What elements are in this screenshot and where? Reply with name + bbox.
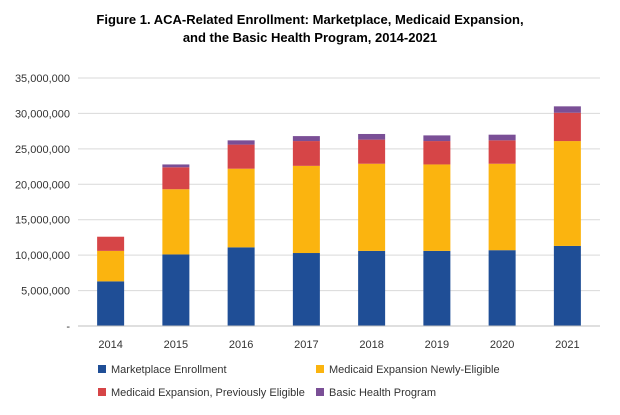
legend-label: Medicaid Expansion, Previously Eligible — [111, 387, 305, 399]
bar-segment — [358, 139, 386, 164]
bar-segment — [358, 163, 386, 251]
legend: Marketplace Enrollment Medicaid Expansion… — [98, 364, 500, 399]
x-tick-label: 2018 — [359, 339, 383, 351]
y-tick-label: 15,000,000 — [15, 215, 70, 227]
chart-title-line-2: and the Basic Health Program, 2014-2021 — [183, 30, 437, 45]
bar-segment — [227, 247, 255, 326]
bar-segment — [553, 106, 581, 113]
y-tick-label: 5,000,000 — [21, 286, 70, 298]
bar-segment — [423, 141, 451, 165]
bar-segment — [162, 167, 190, 190]
chart-title-line-1: Figure 1. ACA-Related Enrollment: Market… — [96, 12, 523, 27]
legend-label: Medicaid Expansion Newly-Eligible — [329, 364, 500, 376]
bar-segment — [227, 168, 255, 248]
legend-swatch — [316, 388, 324, 396]
y-tick-label: 10,000,000 — [15, 250, 70, 262]
bar-segment — [488, 250, 516, 326]
bar-segment — [423, 135, 451, 142]
bar-segment — [553, 141, 581, 246]
legend-swatch — [98, 388, 106, 396]
bar-segment — [292, 136, 320, 142]
x-axis-labels: 2014 2015 2016 2017 2018 2019 2020 2021 — [98, 339, 579, 351]
y-tick-label: 25,000,000 — [15, 144, 70, 156]
bar-segment — [488, 163, 516, 251]
y-axis-labels: - 5,000,000 10,000,000 15,000,000 20,000,000… — [15, 73, 70, 333]
y-tick-label: 35,000,000 — [15, 73, 70, 85]
x-tick-label: 2015 — [164, 339, 188, 351]
x-tick-label: 2020 — [490, 339, 514, 351]
legend-swatch — [98, 365, 106, 373]
x-tick-label: 2019 — [425, 339, 449, 351]
bar-segment — [97, 281, 125, 326]
bar-segment — [292, 253, 320, 326]
bar-segment — [227, 140, 255, 145]
bar-segment — [162, 254, 190, 326]
bar-segment — [292, 165, 320, 254]
bars — [97, 106, 581, 326]
x-tick-label: 2016 — [229, 339, 253, 351]
bar-segment — [358, 133, 386, 140]
legend-label: Basic Health Program — [329, 387, 436, 399]
bar-segment — [162, 189, 190, 255]
y-tick-label: 30,000,000 — [15, 108, 70, 120]
bar-segment — [292, 141, 320, 166]
bar-segment — [227, 144, 255, 169]
legend-swatch — [316, 365, 324, 373]
x-tick-label: 2014 — [98, 339, 122, 351]
bar-segment — [423, 164, 451, 251]
bar-segment — [553, 112, 581, 142]
y-tick-label: 20,000,000 — [15, 179, 70, 191]
bar-segment — [97, 250, 125, 282]
bar-segment — [488, 140, 516, 164]
x-tick-label: 2021 — [555, 339, 579, 351]
x-tick-label: 2017 — [294, 339, 318, 351]
bar-segment — [358, 250, 386, 326]
bar-segment — [97, 236, 125, 251]
bar-segment — [553, 245, 581, 326]
y-tick-label: - — [66, 321, 70, 333]
legend-label: Marketplace Enrollment — [111, 364, 227, 376]
bar-segment — [488, 134, 516, 141]
bar-segment — [423, 250, 451, 326]
bar-segment — [162, 164, 190, 168]
